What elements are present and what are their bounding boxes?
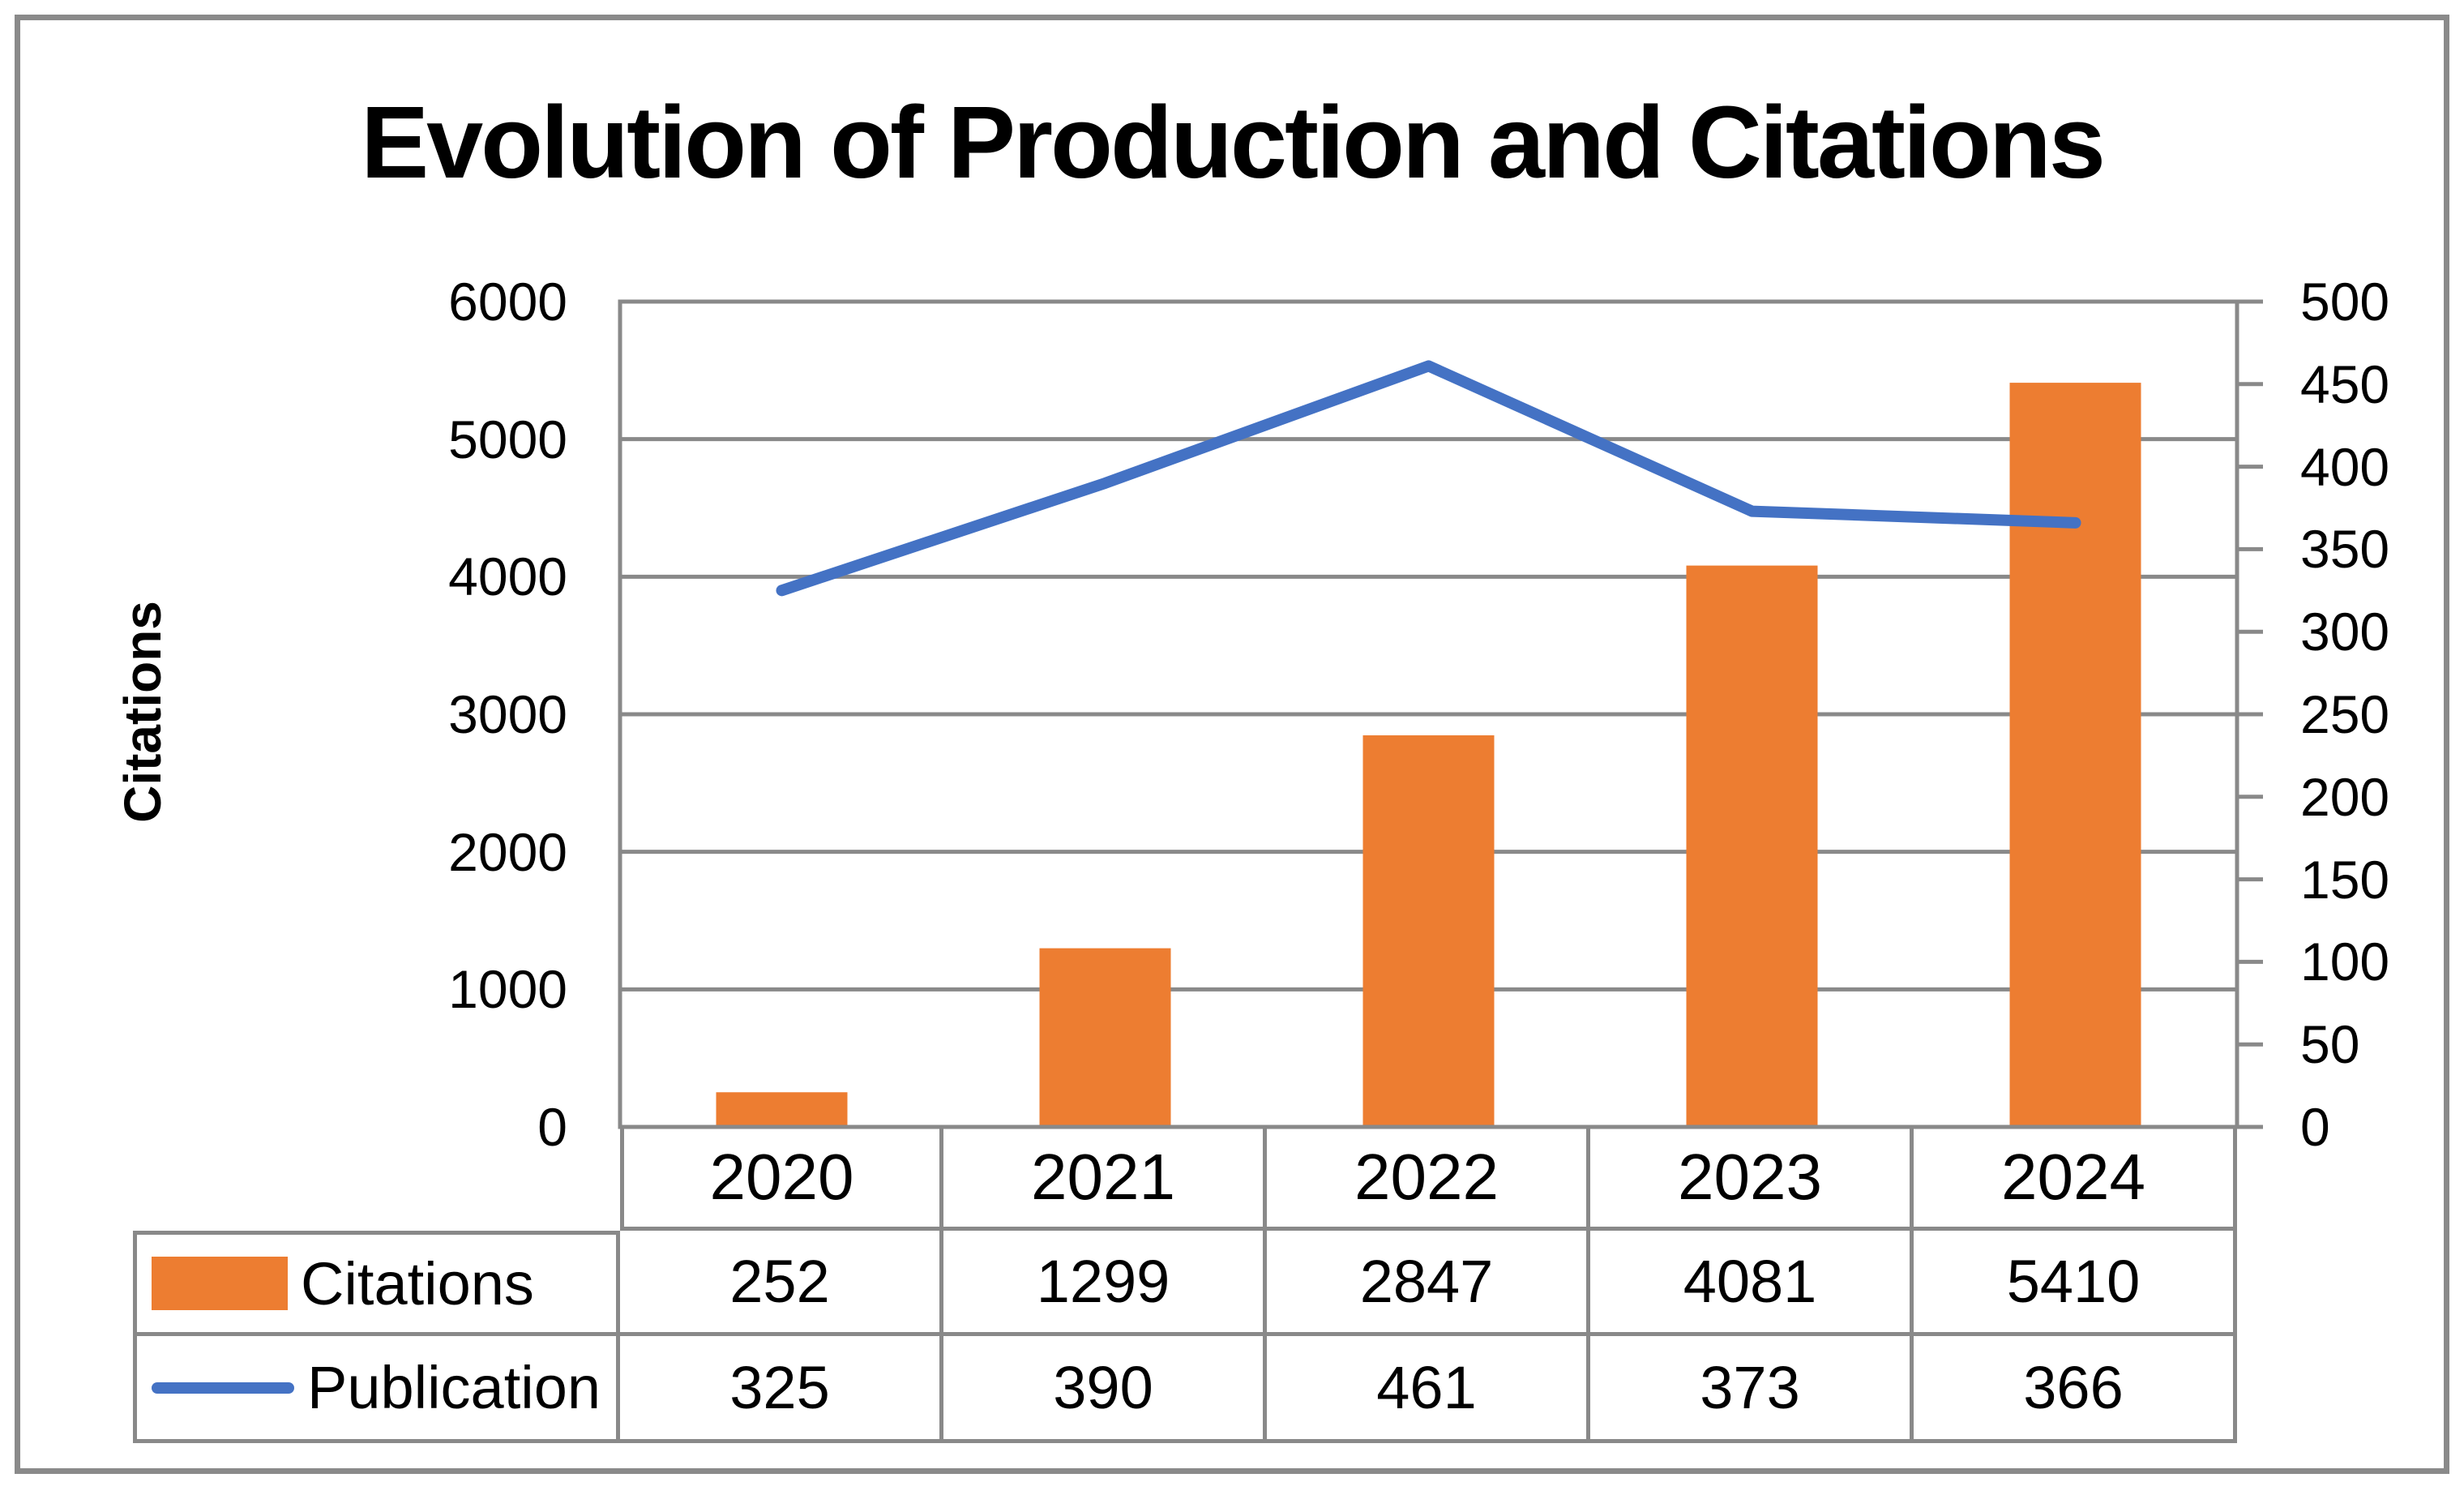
right-axis-tick-label: 150 (2300, 849, 2390, 910)
citations-legend-swatch (152, 1257, 288, 1310)
chart-title: Evolution of Production and Citations (361, 85, 2106, 199)
publication-value-2021: 390 (943, 1336, 1267, 1443)
legend-item-citations: Citations (133, 1231, 620, 1336)
left-axis-tick-label: 6000 (448, 272, 567, 332)
right-axis-tick-label: 0 (2300, 1097, 2330, 1157)
left-axis-tick-label: 3000 (448, 684, 567, 744)
legend-label-publication: Publication (307, 1354, 601, 1421)
right-axis-tick-label: 100 (2300, 932, 2390, 992)
publication-value-2020: 325 (620, 1336, 943, 1443)
right-axis-tick-label: 50 (2300, 1014, 2360, 1075)
right-axis-tick-label: 200 (2300, 766, 2390, 827)
citations-value-2020: 252 (620, 1231, 943, 1336)
left-axis-tick-label: 2000 (448, 821, 567, 882)
bar-citations-2024 (2009, 383, 2141, 1127)
citations-value-2023: 4081 (1590, 1231, 1914, 1336)
legend-item-publication: Publication (133, 1336, 620, 1443)
bar-citations-2021 (1039, 948, 1171, 1127)
left-axis-tick-label: 4000 (448, 546, 567, 607)
right-axis-tick-label: 500 (2300, 272, 2390, 332)
right-axis-tick-label: 400 (2300, 436, 2390, 497)
publication-line (776, 360, 2081, 597)
citations-value-2022: 2847 (1267, 1231, 1590, 1336)
x-axis-label-2022: 2022 (1267, 1127, 1590, 1231)
right-axis-tick-label: 250 (2300, 684, 2390, 744)
left-axis-tick-label: 0 (537, 1097, 567, 1157)
publication-value-2022: 461 (1267, 1336, 1590, 1443)
bar-citations-2020 (716, 1092, 848, 1127)
x-axis-label-2021: 2021 (943, 1127, 1267, 1231)
publication-legend-swatch (152, 1381, 294, 1394)
left-axis-tick-label: 5000 (448, 409, 567, 469)
right-axis-tick-label: 300 (2300, 602, 2390, 662)
left-axis-tick-label: 1000 (448, 959, 567, 1020)
citations-value-2021: 1299 (943, 1231, 1267, 1336)
x-axis-label-2024: 2024 (1914, 1127, 2237, 1231)
x-axis-label-2023: 2023 (1590, 1127, 1914, 1231)
right-axis-tick-label: 350 (2300, 519, 2390, 580)
data-table: 2020 2021 2022 2023 2024 Citations 252 1… (133, 1127, 2237, 1443)
table-corner-empty (133, 1127, 620, 1231)
citations-value-2024: 5410 (1914, 1231, 2237, 1336)
right-axis-tick-label: 450 (2300, 353, 2390, 414)
x-axis-label-2020: 2020 (620, 1127, 943, 1231)
bar-citations-2022 (1362, 735, 1495, 1127)
bar-citations-2023 (1686, 565, 1818, 1127)
legend-label-citations: Citations (301, 1249, 534, 1317)
publication-value-2023: 373 (1590, 1336, 1914, 1443)
publication-value-2024: 366 (1914, 1336, 2237, 1443)
